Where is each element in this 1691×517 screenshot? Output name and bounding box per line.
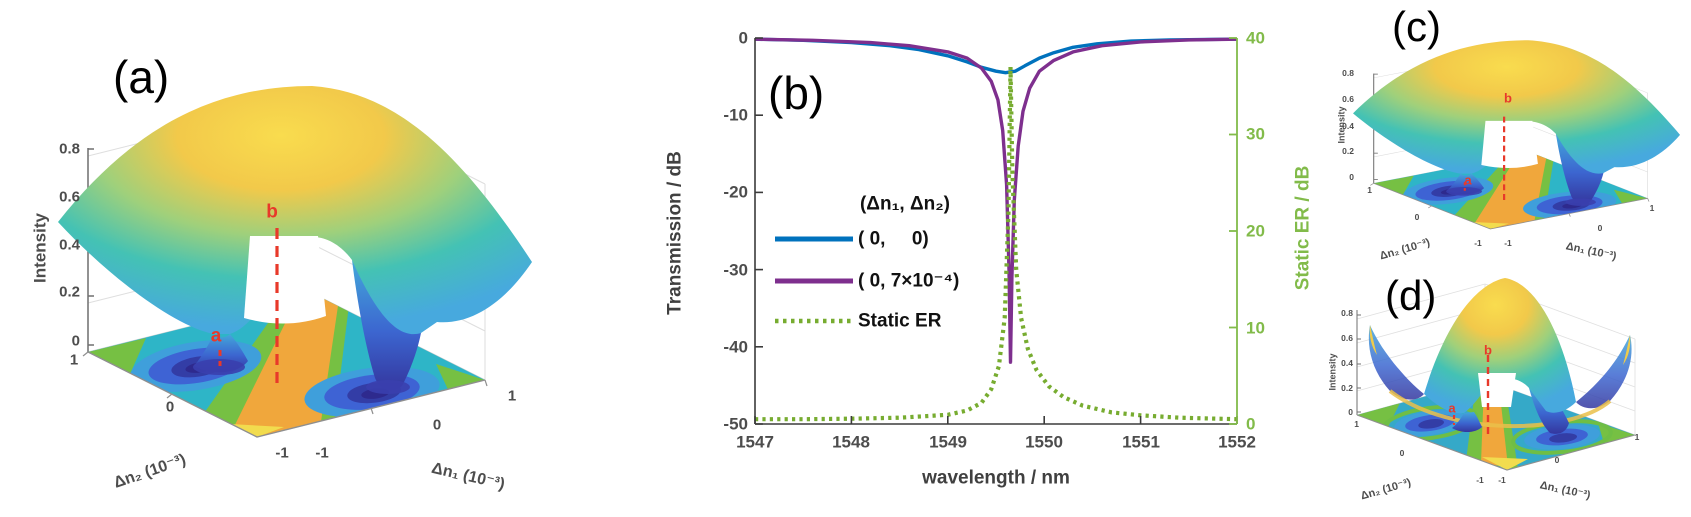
legend-label-purple: ( 0, 7×10⁻⁴) [858, 270, 960, 292]
z-tick-c: 0 [1349, 171, 1354, 182]
marker-b-c: b [1504, 90, 1512, 106]
series-left-#7E2F8E [755, 37, 1237, 364]
left-funnel-mouth [193, 359, 245, 375]
floor-front-edges [87, 351, 486, 438]
surface-plot-a [58, 86, 532, 438]
left-tick-b: -30 [723, 260, 748, 280]
marker-b-d: b [1484, 342, 1492, 358]
x-tick-b: 1551 [1122, 432, 1160, 452]
right-horn-tip [1623, 335, 1631, 365]
z-tick-a: 0.4 [59, 236, 80, 254]
z-tick-d: 0.4 [1341, 357, 1353, 368]
curves-group [755, 37, 1237, 422]
right-tick-b: 10 [1246, 318, 1265, 338]
surface-art-group [58, 86, 532, 438]
x-tick-b: 1547 [736, 432, 774, 452]
z-tick-c: 0.6 [1342, 93, 1354, 104]
left-horn-tip [1369, 325, 1377, 355]
center-gap [1478, 373, 1516, 407]
right-tick-b: 40 [1246, 28, 1265, 48]
left-tick-b: -20 [723, 182, 748, 202]
x-tick-b: 1548 [832, 432, 870, 452]
x-tick-a: 1 [507, 387, 517, 405]
left-tick-b: 0 [738, 28, 748, 48]
series-static-er [755, 64, 1237, 422]
floor-front-edges [1356, 414, 1636, 471]
skirt-rim [1388, 389, 1612, 428]
z-tick-d: 0 [1348, 406, 1353, 417]
floor-tick-marks [82, 351, 488, 415]
x-tick-d: 1 [1634, 431, 1640, 442]
x-tick-a: 0 [432, 416, 442, 434]
z-tick-c: 0.4 [1342, 120, 1354, 131]
right-spine [1229, 37, 1238, 425]
y-tick-a: 1 [69, 351, 79, 369]
y-tick-c: 0 [1414, 211, 1420, 222]
right-tick-b: 20 [1246, 221, 1265, 241]
legend-label-blue: ( 0, 0) [858, 228, 929, 250]
surface-plot-c [1313, 0, 1691, 272]
z-axis-label-d: Intensity [1327, 353, 1338, 391]
y-tick-c: 1 [1367, 184, 1372, 195]
left-axis-label-b: Transmission / dB [664, 151, 686, 315]
z-tick-d: 0.6 [1341, 332, 1353, 343]
right-axis-label-b: Static ER / dB [1292, 165, 1314, 291]
legend-label-green: Static ER [858, 310, 942, 332]
right-funnel-mouth [366, 380, 410, 394]
x-tick-b: 1550 [1025, 432, 1063, 452]
z-tick-c: 0.8 [1342, 67, 1354, 78]
left-tick-b: -10 [723, 105, 748, 125]
dome-surface [1424, 278, 1576, 414]
y-tick-d: 0 [1399, 447, 1405, 458]
spectrum-plot [754, 37, 1238, 425]
marker-a-c: a [1464, 172, 1472, 188]
left-bottom-spines [754, 37, 1238, 425]
series-left-#0072BD [755, 37, 1237, 75]
marker-b-a: b [266, 201, 278, 223]
x-tick-c: 1 [1649, 202, 1655, 213]
panel-tag-a: (a) [113, 51, 170, 103]
center-gap [244, 236, 326, 324]
dome-surface [58, 86, 532, 335]
surface-plot-d [1356, 278, 1636, 471]
y-tick-d: 1 [1354, 418, 1359, 429]
legend-swatches [775, 236, 853, 324]
legend-header: (Δn₁, Δn₂) [859, 193, 951, 215]
y-tick-d: -1 [1476, 474, 1484, 485]
x-tick-c: -1 [1504, 237, 1512, 248]
y-tick-a: -1 [275, 444, 289, 462]
x-tick-d: 0 [1554, 454, 1560, 465]
right-tick-b: 30 [1246, 124, 1265, 144]
x-axis-label-b: wavelength / nm [922, 467, 1070, 489]
x-tick-c: 0 [1597, 222, 1603, 233]
z-tick-a: 0 [71, 332, 80, 350]
right-tick-b: 0 [1246, 414, 1256, 434]
x-tick-b: 1549 [929, 432, 967, 452]
panel-tag-b: (b) [768, 67, 825, 119]
z-axis-label-a: Intensity [30, 213, 50, 283]
left-horn [1368, 325, 1424, 400]
y-tick-a: 0 [165, 398, 175, 416]
x-tick-d: -1 [1498, 474, 1506, 485]
z-tick-c: 0.2 [1342, 145, 1354, 156]
panel-tag-c: (c) [1392, 3, 1441, 50]
marker-a-d: a [1448, 400, 1456, 416]
left-tick-b: -40 [723, 337, 748, 357]
z-tick-a: 0.2 [59, 283, 80, 301]
z-tick-d: 0.8 [1341, 307, 1353, 318]
z-tick-a: 0.8 [59, 140, 80, 158]
y-tick-c: -1 [1474, 237, 1482, 248]
right-horn [1576, 335, 1632, 409]
x-tick-b: 1552 [1218, 432, 1256, 452]
x-tick-a: -1 [315, 444, 329, 462]
left-funnel [1452, 412, 1482, 433]
marker-a-a: a [210, 325, 222, 347]
z-axis [1356, 310, 1361, 415]
panel-tag-d: (d) [1385, 272, 1437, 319]
left-tick-b: -50 [723, 414, 748, 434]
z-tick-d: 0.2 [1341, 382, 1353, 393]
z-tick-a: 0.6 [59, 188, 80, 206]
